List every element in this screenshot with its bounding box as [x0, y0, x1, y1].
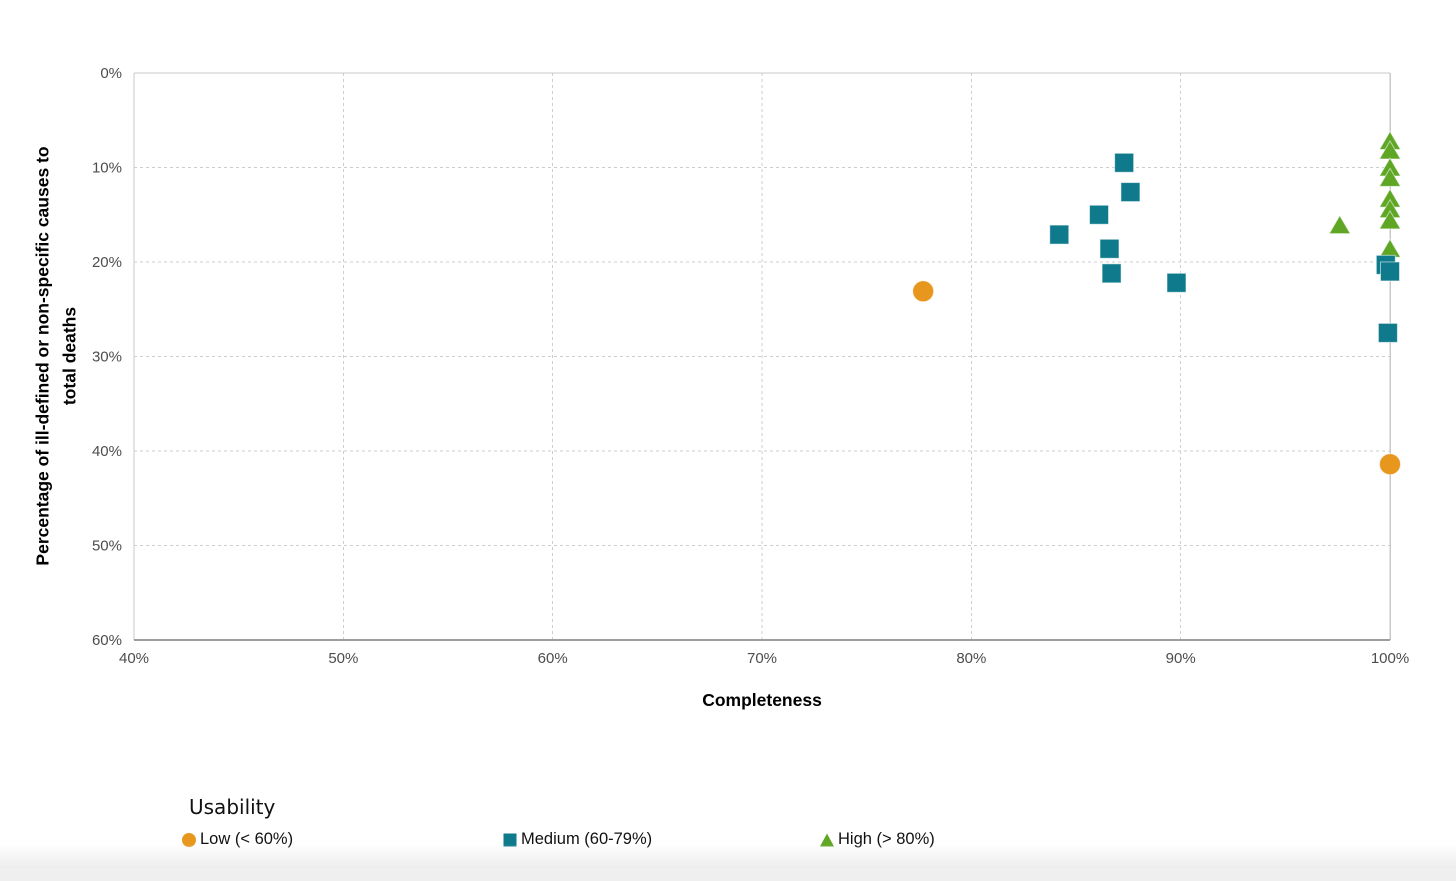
data-point-high[interactable] — [1378, 209, 1402, 230]
y-tick-label: 20% — [92, 254, 122, 271]
circle-icon — [182, 832, 196, 847]
data-point-high[interactable] — [1328, 214, 1352, 235]
y-tick-label: 0% — [100, 65, 122, 82]
legend-label-low: Low (< 60%) — [200, 830, 294, 848]
data-point-medium[interactable] — [1099, 238, 1120, 259]
y-tick-label: 60% — [92, 632, 122, 649]
data-point-medium[interactable] — [1101, 263, 1122, 284]
y-tick-label: 30% — [92, 349, 122, 366]
x-tick-label: 60% — [538, 650, 568, 667]
data-point-low[interactable] — [1379, 453, 1401, 476]
x-tick-label: 40% — [119, 650, 149, 667]
data-point-high[interactable] — [1378, 238, 1402, 258]
data-point-high[interactable] — [1378, 167, 1402, 187]
data-point-medium[interactable] — [1089, 204, 1110, 225]
legend-label-high: High (> 80%) — [838, 830, 935, 848]
footer-fade — [0, 844, 1456, 868]
x-axis-title: Completeness — [702, 690, 822, 710]
legend-label-medium: Medium (60-79%) — [521, 830, 653, 848]
triangle-icon — [820, 833, 834, 846]
legend-title: Usability — [189, 795, 276, 819]
legend-item-low[interactable]: Low (< 60%) — [181, 830, 293, 849]
y-tick-label: 10% — [92, 160, 122, 177]
data-point-medium[interactable] — [1114, 152, 1135, 173]
data-point-medium[interactable] — [1377, 322, 1398, 343]
footer-strip — [0, 868, 1456, 881]
y-tick-label: 40% — [92, 443, 122, 460]
data-point-medium[interactable] — [1380, 261, 1400, 282]
data-point-medium[interactable] — [1166, 272, 1187, 293]
x-tick-label: 50% — [328, 650, 358, 667]
legend-item-medium[interactable]: Medium (60-79%) — [502, 830, 652, 849]
y-tick-label: 50% — [92, 538, 122, 555]
data-point-medium[interactable] — [1120, 182, 1141, 203]
square-icon — [503, 833, 517, 846]
x-tick-label: 70% — [747, 650, 777, 667]
x-tick-label: 90% — [1166, 650, 1196, 667]
data-point-medium[interactable] — [1049, 224, 1070, 245]
data-point-low[interactable] — [912, 280, 935, 303]
x-tick-label: 80% — [956, 650, 986, 667]
legend-item-high[interactable]: High (> 80%) — [819, 830, 935, 849]
x-tick-label: 100% — [1371, 650, 1409, 667]
